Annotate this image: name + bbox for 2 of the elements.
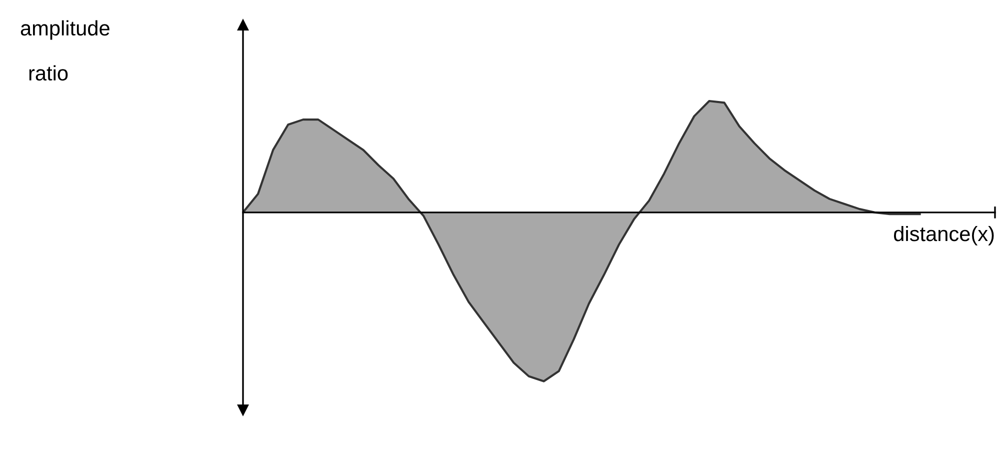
x-axis-title: distance(x) [894,226,994,246]
text: amplitude ratio [20,20,110,81]
